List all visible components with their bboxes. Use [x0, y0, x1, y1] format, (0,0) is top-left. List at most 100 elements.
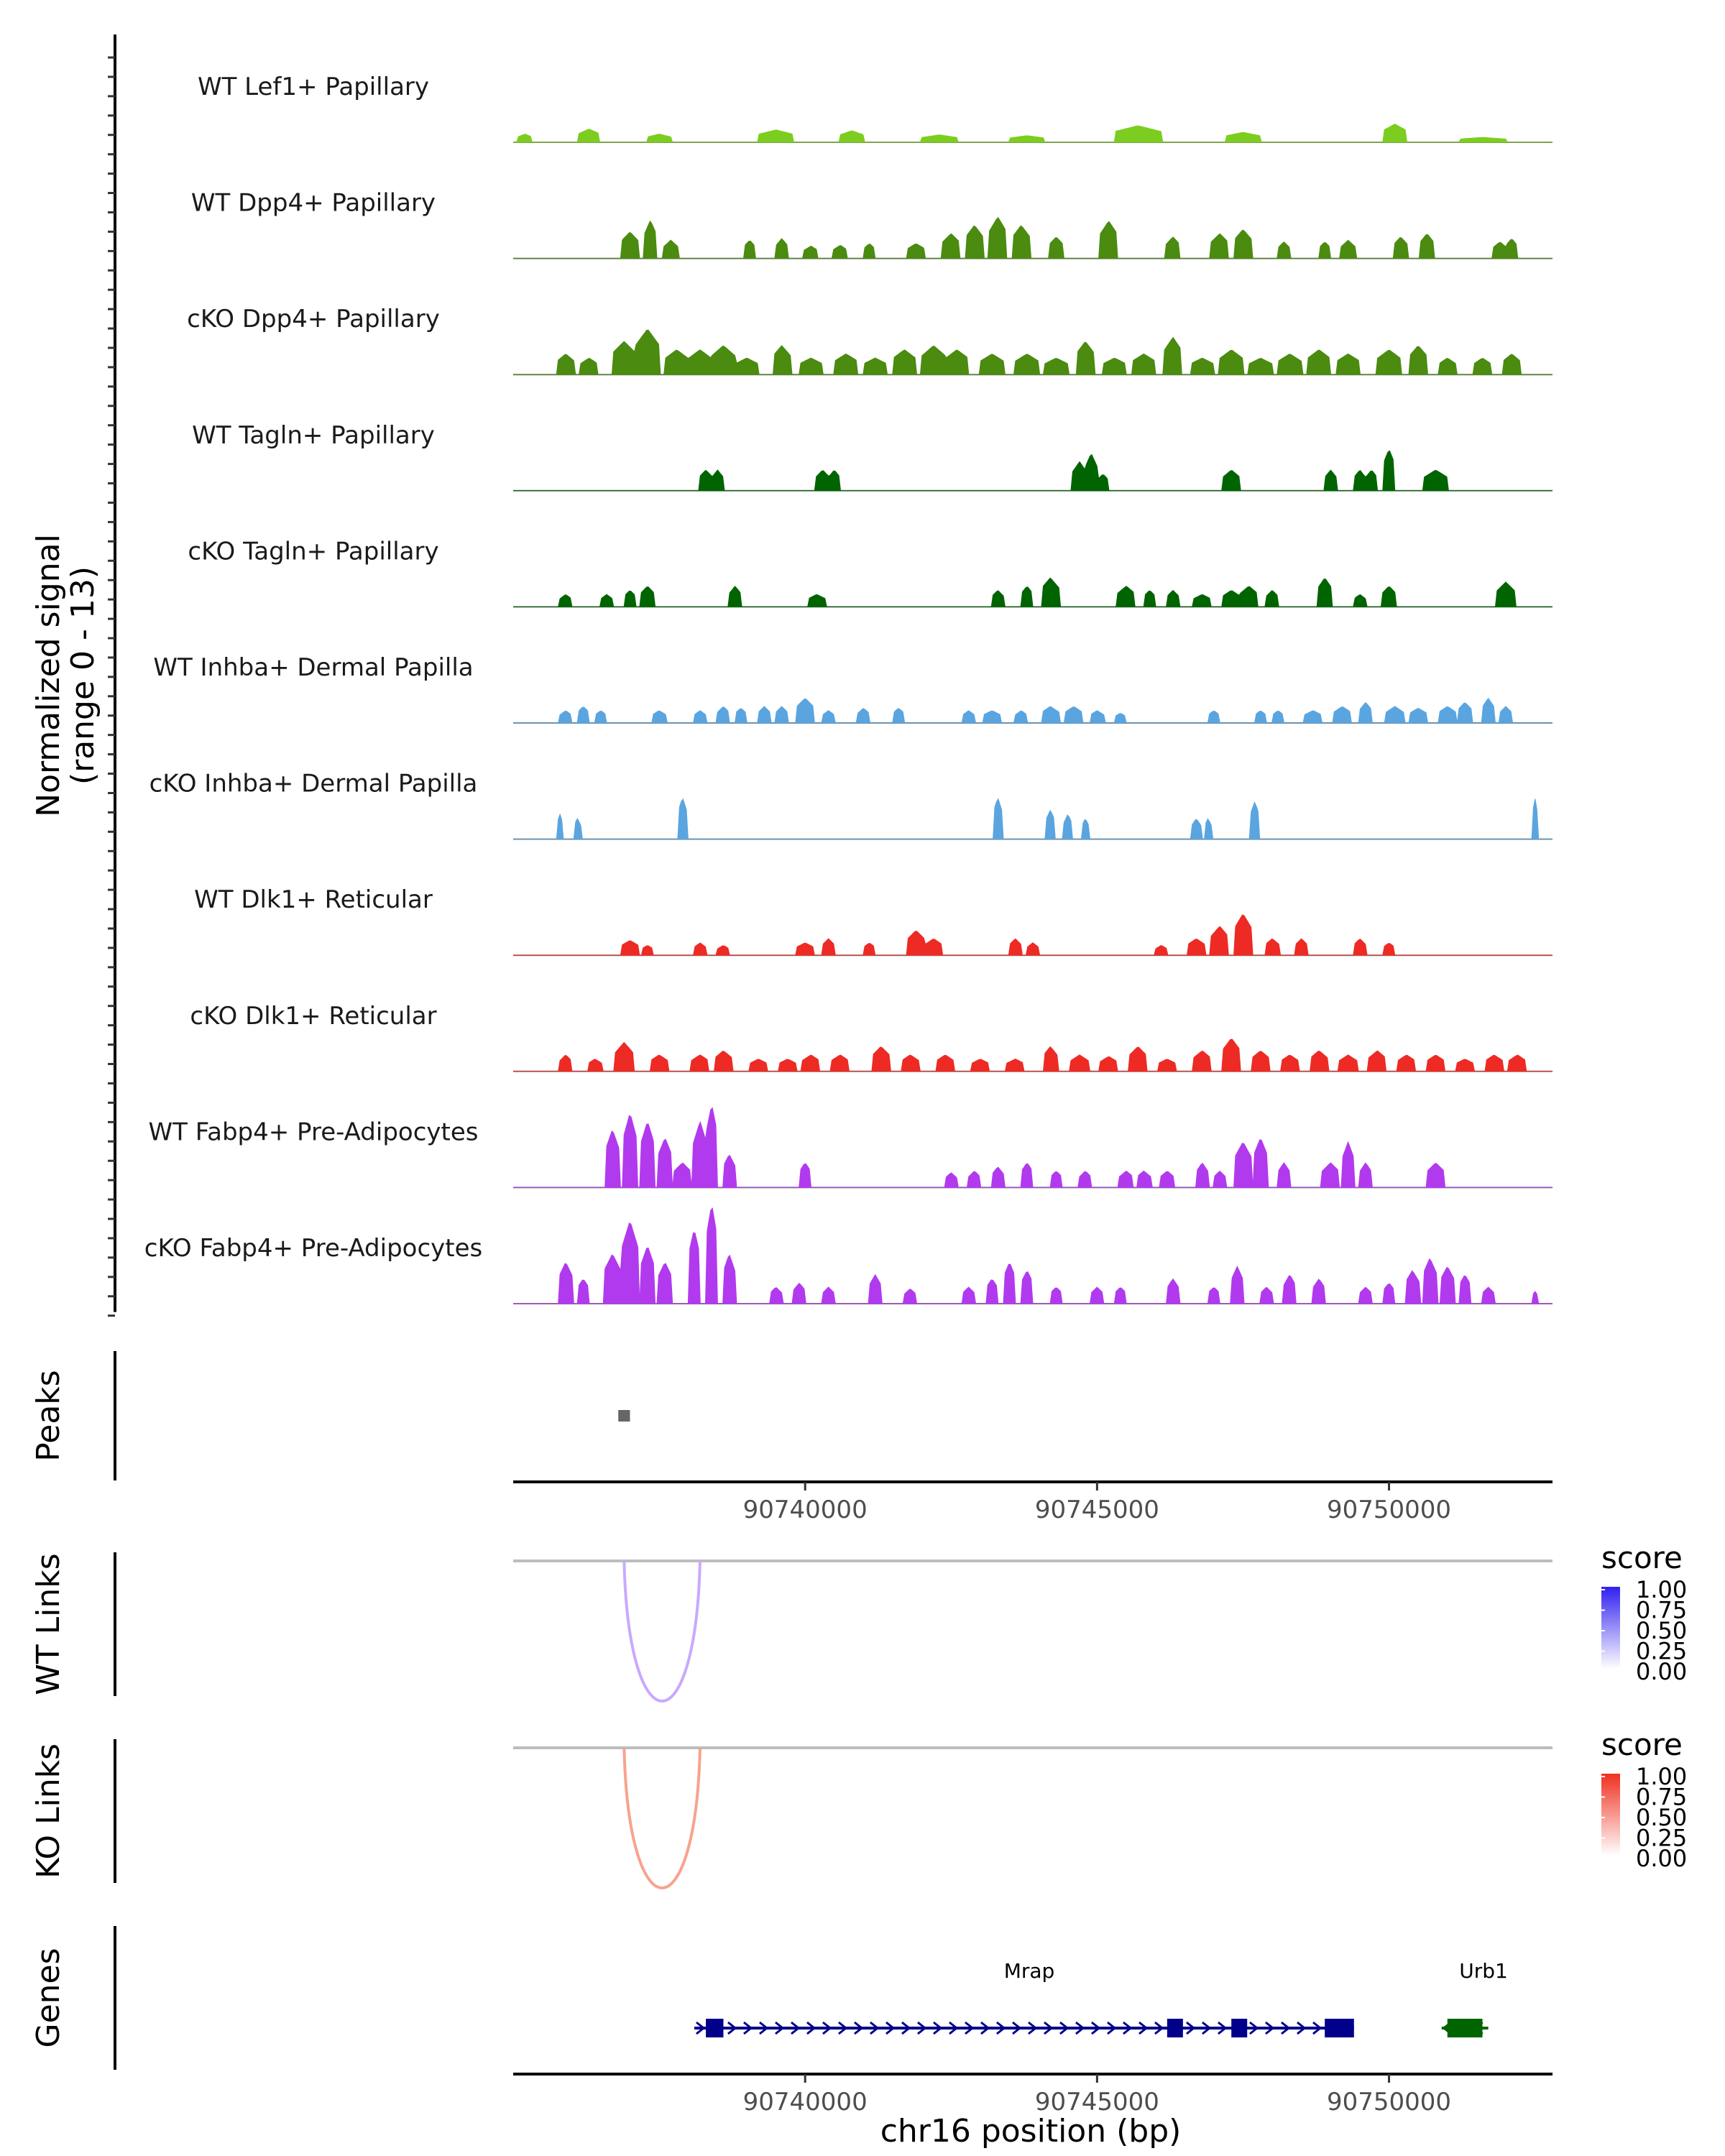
strand-arrow	[980, 2021, 990, 2035]
strand-arrow	[1091, 2021, 1101, 2035]
coverage-track: WT Dpp4+ Papillary	[191, 189, 1552, 259]
coverage-y-axis	[108, 34, 116, 1317]
strand-arrow	[854, 2021, 864, 2035]
legend-tick-label: 0.00	[1636, 1845, 1687, 1872]
ko-links-title: KO Links	[30, 1743, 67, 1879]
strand-arrow	[965, 2021, 975, 2035]
strand-arrow	[1186, 2021, 1196, 2035]
strand-arrow	[838, 2021, 848, 2035]
x-axis-title: chr16 position (bp)	[880, 2113, 1182, 2150]
coverage-signal	[513, 124, 1552, 143]
peak-region	[618, 1410, 630, 1422]
coverage-signal	[513, 450, 1552, 492]
x-tick-label: 90750000	[1327, 2088, 1451, 2116]
legend-tick-label: 0.25	[1636, 1825, 1687, 1852]
coverage-ylabel-range: (range 0 - 13)	[65, 566, 101, 785]
gene-exon	[706, 2019, 724, 2037]
strand-arrow	[822, 2021, 832, 2035]
strand-arrow	[1154, 2021, 1164, 2035]
legend-tick-label: 1.00	[1636, 1576, 1687, 1603]
strand-arrow	[996, 2021, 1006, 2035]
coverage-track: WT Tagln+ Papillary	[192, 421, 1552, 492]
strand-arrow	[1059, 2021, 1070, 2035]
coverage-track: cKO Fabp4+ Pre-Adipocytes	[144, 1207, 1552, 1304]
gene-exon	[1167, 2019, 1183, 2037]
x-tick-label: 90745000	[1035, 2088, 1159, 2116]
x-tick-label: 90740000	[743, 2088, 868, 2116]
link-arc	[622, 1747, 702, 1889]
strand-arrow	[1012, 2021, 1022, 2035]
strand-arrow	[1218, 2021, 1228, 2035]
strand-arrow	[917, 2021, 927, 2035]
strand-arrow	[1265, 2021, 1275, 2035]
strand-arrow	[696, 2021, 706, 2035]
genes-title: Genes	[30, 1948, 67, 2047]
wt-links-panel	[513, 1560, 1552, 1703]
legend-title: score	[1601, 1727, 1683, 1762]
track-label: cKO Inhba+ Dermal Papilla	[150, 770, 478, 798]
coverage-track: cKO Inhba+ Dermal Papilla	[150, 770, 1552, 840]
coverage-track: WT Inhba+ Dermal Papilla	[153, 653, 1552, 724]
legend-tick-label: 0.00	[1636, 1658, 1687, 1685]
coverage-signal	[513, 217, 1552, 259]
coverage-track: WT Lef1+ Papillary	[198, 73, 1552, 143]
coverage-track: WT Dlk1+ Reticular	[194, 885, 1552, 957]
gene-exon	[1447, 2019, 1483, 2037]
coverage-signal	[513, 697, 1552, 724]
strand-arrow	[1202, 2021, 1212, 2035]
gene-mrap: Mrap	[694, 1959, 1354, 2037]
legend-colorbar	[1601, 1774, 1620, 1856]
gene-label: Urb1	[1459, 1959, 1508, 1983]
track-label: WT Dlk1+ Reticular	[194, 885, 433, 914]
track-label: cKO Dpp4+ Papillary	[187, 305, 440, 333]
strand-arrow	[743, 2021, 753, 2035]
coverage-signal	[513, 329, 1552, 375]
gene-models: Mrap Urb1	[694, 1959, 1508, 2037]
wt-links-title: WT Links	[30, 1553, 67, 1695]
coverage-signal	[513, 798, 1552, 840]
legend-tick-label: 0.50	[1636, 1617, 1687, 1644]
track-label: WT Dpp4+ Papillary	[191, 189, 436, 218]
coverage-track: cKO Dpp4+ Papillary	[187, 305, 1552, 376]
coverage-track: cKO Tagln+ Papillary	[188, 537, 1552, 608]
strand-arrow	[1138, 2021, 1149, 2035]
peaks-regions	[618, 1410, 630, 1422]
track-label: WT Inhba+ Dermal Papilla	[153, 653, 473, 682]
strand-arrow	[949, 2021, 959, 2035]
coverage-signal	[513, 1038, 1552, 1072]
coverage-ylabel: Normalized signal	[30, 534, 67, 817]
strand-arrow	[759, 2021, 769, 2035]
ko-links-panel	[513, 1746, 1552, 1889]
strand-arrow	[1075, 2021, 1085, 2035]
strand-arrow	[1297, 2021, 1307, 2035]
strand-arrow	[1249, 2021, 1259, 2035]
strand-arrow	[933, 2021, 943, 2035]
coverage-signal	[513, 1107, 1552, 1188]
strand-arrow	[1281, 2021, 1291, 2035]
strand-arrow	[1312, 2021, 1322, 2035]
strand-arrow	[901, 2021, 911, 2035]
strand-arrow	[1123, 2021, 1133, 2035]
strand-arrow	[1044, 2021, 1054, 2035]
x-tick-label: 90740000	[743, 1496, 868, 1524]
peaks-title: Peaks	[30, 1370, 67, 1461]
strand-arrow	[727, 2021, 737, 2035]
strand-arrow	[806, 2021, 816, 2035]
track-label: WT Lef1+ Papillary	[198, 73, 429, 101]
coverage-track: cKO Dlk1+ Reticular	[190, 1002, 1552, 1072]
legend-title: score	[1601, 1540, 1683, 1575]
x-tick-label: 90750000	[1327, 1496, 1451, 1524]
gene-label: Mrap	[1004, 1959, 1055, 1983]
track-label: cKO Tagln+ Papillary	[188, 537, 438, 566]
gene-exon	[1325, 2019, 1354, 2037]
strand-arrow	[870, 2021, 880, 2035]
track-label: cKO Fabp4+ Pre-Adipocytes	[144, 1234, 483, 1263]
coverage-signal	[513, 914, 1552, 956]
coverage-tracks: WT Lef1+ Papillary WT Dpp4+ Papillary cKO …	[144, 73, 1552, 1304]
legend-colorbar	[1601, 1587, 1620, 1669]
gene-urb1: Urb1	[1441, 1959, 1508, 2037]
legend-tick-label: 0.50	[1636, 1804, 1687, 1831]
x-axis-bottom: 90740000 90745000 90750000	[513, 2073, 1552, 2116]
